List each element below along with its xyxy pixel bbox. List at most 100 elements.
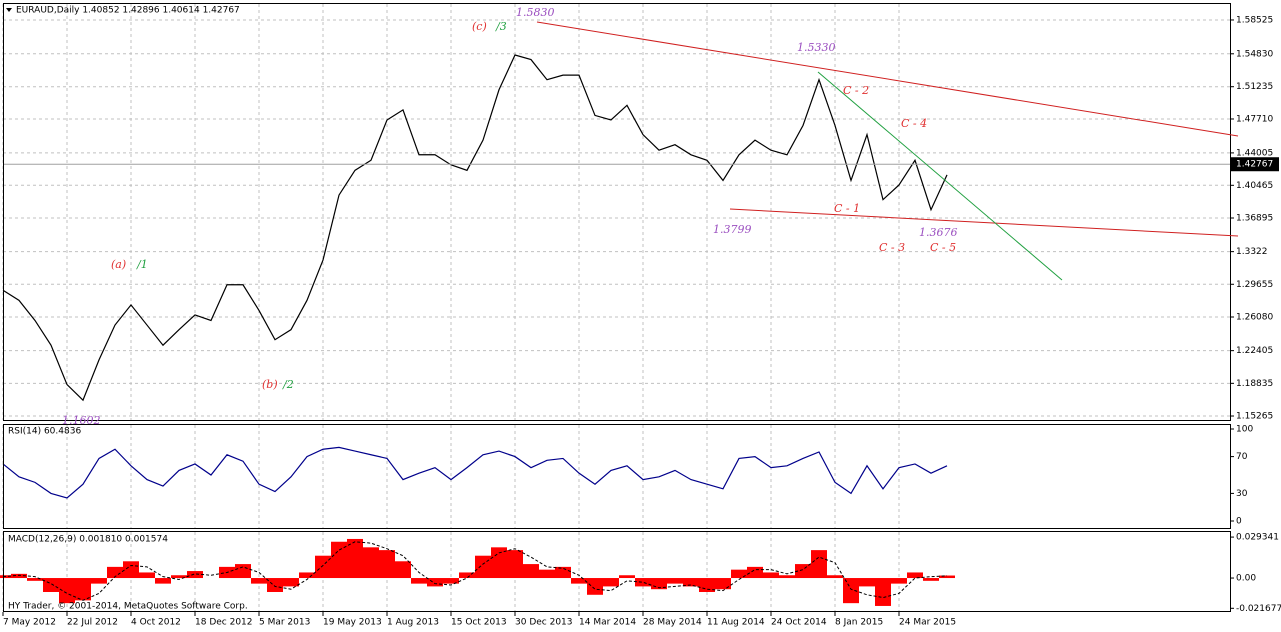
histogram-bar [27,578,43,581]
footer: HY Trader, © 2001-2014, MetaQuotes Softw… [8,602,248,612]
signal-line [2,541,948,601]
x-tick-label: 5 Mar 2013 [259,618,310,628]
histogram-bar [811,550,827,579]
histogram-bar [235,564,251,579]
histogram-bar [75,578,91,601]
histogram-bar [491,547,507,579]
x-tick-label: 15 Oct 2013 [451,618,507,628]
x-tick-label: 28 May 2014 [643,618,702,628]
annotation: 1.3676 [919,226,958,239]
x-tick-label: 7 May 2012 [3,618,56,628]
histogram-bar [507,550,523,579]
histogram-bar [587,578,603,595]
histogram-bar [875,578,891,606]
histogram-bar [347,538,363,579]
histogram-bar [379,550,395,579]
histogram-bar [459,572,475,579]
y-tick-label: 0 [1236,517,1242,527]
histogram-bar [907,572,923,579]
menu-icon[interactable] [6,8,12,12]
histogram-bar [315,555,331,579]
annotation: (c) [472,20,487,33]
histogram-bar [123,561,139,579]
rsi-title: RSI(14) 60.4836 [8,427,81,437]
x-tick-label: 4 Oct 2012 [131,618,181,628]
annotation: C - 3 [879,241,905,254]
histogram-bar [619,575,635,579]
annotation: 1.1602 [62,414,101,427]
annotation: /3 [495,20,507,33]
y-tick-label: 1.44005 [1236,148,1273,158]
annotation: /2 [282,378,294,391]
histogram-bar [795,564,811,579]
histogram-bar [731,569,747,579]
histogram-bar [523,564,539,579]
histogram-bar [107,566,123,579]
annotations: (c) /3 1.5830 1.5330 C - 2 C - 4 1.3799 … [62,6,958,427]
y-tick-label: 1.36895 [1236,213,1273,223]
histogram-bar [59,578,75,604]
series-line [2,446,948,499]
histogram-bar [923,578,939,581]
histogram-bar [683,578,699,587]
histogram-bar [603,578,619,587]
y-tick-label: 0.029341 [1236,533,1279,543]
y-tick-label: 1.22405 [1236,346,1273,356]
annotation: C - 5 [930,241,956,254]
x-tick-label: 24 Oct 2014 [771,618,827,628]
histogram-bar [427,578,443,587]
histogram-bar [555,566,571,579]
histogram-bar [763,572,779,579]
y-tick-label: 1.18835 [1236,379,1273,389]
annotation: /1 [136,258,148,271]
histogram-bar [283,578,299,587]
histogram-bar [635,578,651,587]
last-price-box [1231,157,1279,172]
macd-title: MACD(12,26,9) 0.001810 0.001574 [8,535,168,545]
annotation: (a) [111,258,126,271]
y-tick-label: 70 [1236,452,1248,462]
x-tick-label: 11 Aug 2014 [707,618,765,628]
last-price-label: 1.42767 [1236,160,1273,170]
chart-title: EURAUD,Daily 1.40852 1.42896 1.40614 1.4… [16,6,240,16]
x-tick-label: 30 Dec 2013 [515,618,573,628]
y-tick-label: 1.3322 [1236,247,1268,257]
histogram-bar [411,578,427,584]
histogram-bar [299,572,315,579]
histogram-bar [331,541,347,579]
histogram-bar [939,575,955,579]
histogram-bar [715,578,731,590]
y-tick-label: -0.021677 [1236,604,1281,614]
histogram-bar [443,578,459,584]
y-tick-label: 0.00 [1236,574,1256,584]
histogram-bar [827,575,843,579]
x-tick-label: 19 May 2013 [323,618,382,628]
annotation: 1.5330 [797,41,836,54]
histogram-bar [363,547,379,579]
histogram-bar [843,578,859,604]
annotation: 1.3799 [713,223,752,236]
annotation: 1.5830 [516,6,555,19]
x-tick-label: 8 Jan 2015 [835,618,883,628]
y-tick-label: 1.15265 [1236,412,1273,422]
histogram-bar [43,578,59,592]
histogram-bar [251,578,267,584]
histogram-bar [539,569,555,579]
y-tick-label: 1.54830 [1236,49,1273,59]
annotation: C - 4 [901,117,927,130]
y-tick-label: 100 [1236,425,1253,435]
histogram-bar [475,555,491,579]
series-line [2,54,948,402]
y-tick-label: 1.40465 [1236,181,1273,191]
histogram-bar [395,561,411,579]
histogram-bar [891,578,907,584]
x-tick-label: 14 Mar 2014 [579,618,636,628]
histogram-bar [171,575,187,579]
y-tick-label: 1.51235 [1236,82,1273,92]
trend-lines [536,21,1239,281]
histogram-bar [187,571,203,579]
annotation: (b) [262,378,278,391]
y-tick-label: 30 [1236,489,1248,499]
